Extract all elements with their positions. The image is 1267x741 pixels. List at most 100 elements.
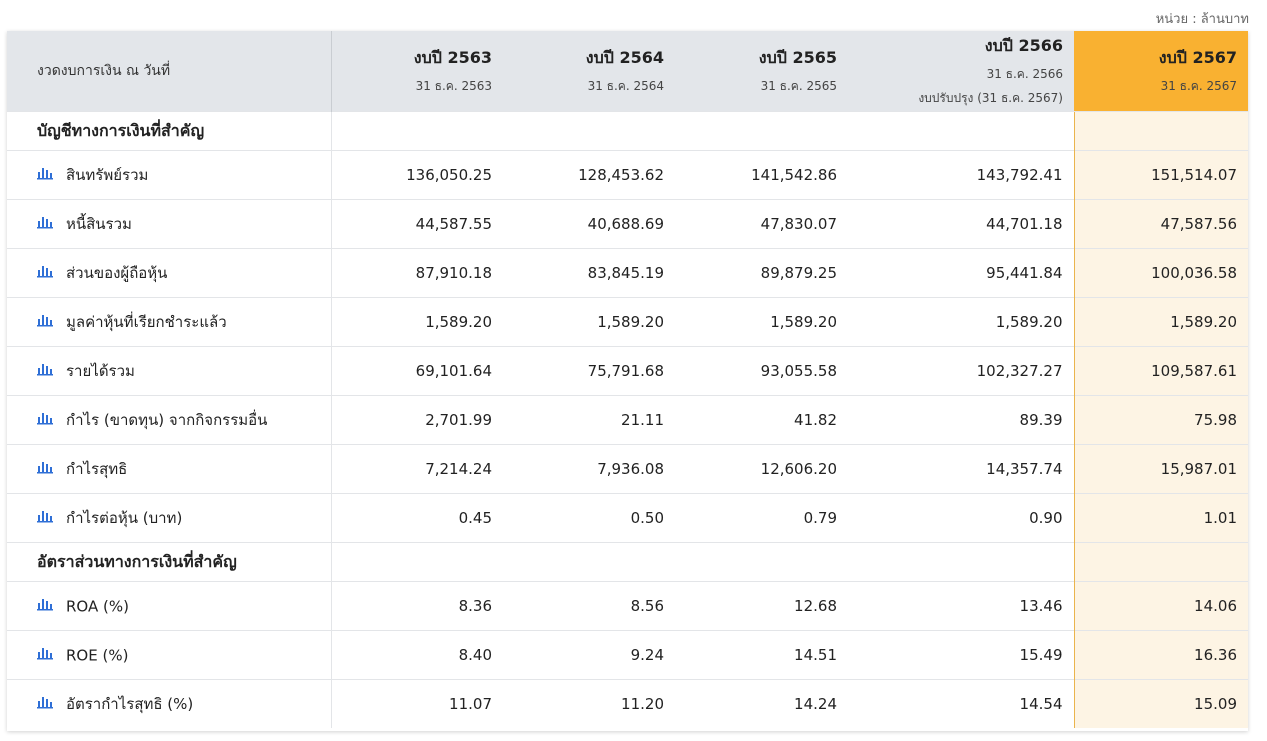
- bar-chart-icon[interactable]: [37, 166, 54, 184]
- table-row: กำไรต่อหุ้น (บาท) 0.45 0.50 0.79 0.90 1.01: [7, 493, 1248, 543]
- table-header-row: งวดงบการเงิน ณ วันที่ งบปี 2563 31 ธ.ค. …: [7, 31, 1248, 112]
- value-cell: 75.98: [1073, 395, 1248, 445]
- bar-chart-icon[interactable]: [37, 215, 54, 233]
- value-cell: 7,214.24: [331, 444, 503, 494]
- row-label-cell: กำไร (ขาดทุน) จากกิจกรรมอื่น: [7, 395, 332, 445]
- bar-chart-icon[interactable]: [37, 695, 54, 713]
- section-spacer-cell: [1073, 542, 1248, 582]
- row-label: รายได้รวม: [66, 362, 135, 380]
- value-cell: 13.46: [848, 581, 1074, 631]
- row-label-cell: กำไรสุทธิ: [7, 444, 332, 494]
- value-cell: 11.07: [331, 679, 503, 728]
- row-label-cell: หนี้สินรวม: [7, 199, 332, 249]
- value-cell: 40,688.69: [503, 199, 675, 249]
- row-label-cell: ROA (%): [7, 581, 332, 631]
- restated-note: งบปรับปรุง (31 ธ.ค. 2567): [918, 91, 1063, 105]
- value-cell: 89.39: [848, 395, 1074, 445]
- row-label: สินทรัพย์รวม: [66, 166, 149, 184]
- value-cell: 2,701.99: [331, 395, 503, 445]
- row-label-cell: รายได้รวม: [7, 346, 332, 396]
- bar-chart-icon[interactable]: [37, 509, 54, 527]
- bar-chart-icon[interactable]: [37, 646, 54, 664]
- value-cell: 102,327.27: [848, 346, 1074, 396]
- table-row: มูลค่าหุ้นที่เรียกชำระแล้ว 1,589.20 1,589.…: [7, 297, 1248, 347]
- bar-chart-icon[interactable]: [37, 313, 54, 331]
- row-label: กำไรต่อหุ้น (บาท): [66, 509, 183, 527]
- table-row: ROA (%) 8.36 8.56 12.68 13.46 14.06: [7, 581, 1248, 631]
- year-title: งบปี 2563: [413, 48, 492, 67]
- value-cell: 87,910.18: [331, 248, 503, 298]
- value-cell: 83,845.19: [503, 248, 675, 298]
- value-cell: 44,701.18: [848, 199, 1074, 249]
- row-label-cell: อัตรากำไรสุทธิ (%): [7, 679, 332, 728]
- row-label: กำไร (ขาดทุน) จากกิจกรรมอื่น: [66, 411, 268, 429]
- value-cell: 11.20: [503, 679, 675, 728]
- section-spacer-cell: [331, 542, 503, 582]
- value-cell: 9.24: [503, 630, 675, 680]
- section-header-row: อัตราส่วนทางการเงินที่สำคัญ: [7, 542, 1248, 582]
- value-cell: 93,055.58: [675, 346, 848, 396]
- year-date: 31 ธ.ค. 2565: [760, 79, 837, 93]
- year-2565-header: งบปี 2565 31 ธ.ค. 2565: [675, 31, 848, 112]
- table-row: หนี้สินรวม 44,587.55 40,688.69 47,830.07 44,…: [7, 199, 1248, 249]
- row-label: ส่วนของผู้ถือหุ้น: [66, 264, 168, 282]
- section-title: บัญชีทางการเงินที่สำคัญ: [7, 111, 332, 151]
- value-cell: 109,587.61: [1073, 346, 1248, 396]
- value-cell: 69,101.64: [331, 346, 503, 396]
- value-cell: 128,453.62: [503, 150, 675, 200]
- bar-chart-icon[interactable]: [37, 411, 54, 429]
- section-spacer-cell: [503, 542, 675, 582]
- section-header-row: บัญชีทางการเงินที่สำคัญ: [7, 111, 1248, 151]
- year-date: 31 ธ.ค. 2566: [986, 67, 1063, 81]
- bar-chart-icon[interactable]: [37, 264, 54, 282]
- value-cell: 15.49: [848, 630, 1074, 680]
- year-title: งบปี 2564: [585, 48, 664, 67]
- value-cell: 8.56: [503, 581, 675, 631]
- row-label: ROA (%): [66, 597, 129, 616]
- year-date: 31 ธ.ค. 2563: [415, 79, 492, 93]
- row-label-cell: ROE (%): [7, 630, 332, 680]
- value-cell: 14,357.74: [848, 444, 1074, 494]
- value-cell: 0.50: [503, 493, 675, 543]
- section-spacer-cell: [848, 111, 1074, 151]
- row-label: มูลค่าหุ้นที่เรียกชำระแล้ว: [66, 313, 227, 331]
- financial-table-card: งวดงบการเงิน ณ วันที่ งบปี 2563 31 ธ.ค. …: [7, 31, 1248, 731]
- value-cell: 0.79: [675, 493, 848, 543]
- section-spacer-cell: [331, 111, 503, 151]
- value-cell: 14.24: [675, 679, 848, 728]
- value-cell: 21.11: [503, 395, 675, 445]
- bar-chart-icon[interactable]: [37, 597, 54, 615]
- year-title: งบปี 2565: [758, 48, 837, 67]
- financial-table: งวดงบการเงิน ณ วันที่ งบปี 2563 31 ธ.ค. …: [7, 31, 1248, 728]
- value-cell: 0.90: [848, 493, 1074, 543]
- row-label: หนี้สินรวม: [66, 215, 132, 233]
- year-2566-header: งบปี 2566 31 ธ.ค. 2566 งบปรับปรุง (31 ธ.…: [848, 31, 1074, 112]
- section-title: อัตราส่วนทางการเงินที่สำคัญ: [7, 542, 332, 582]
- value-cell: 0.45: [331, 493, 503, 543]
- table-row: กำไรสุทธิ 7,214.24 7,936.08 12,606.20 14,357…: [7, 444, 1248, 494]
- row-label-cell: ส่วนของผู้ถือหุ้น: [7, 248, 332, 298]
- value-cell: 47,587.56: [1073, 199, 1248, 249]
- value-cell: 12,606.20: [675, 444, 848, 494]
- bar-chart-icon[interactable]: [37, 460, 54, 478]
- value-cell: 14.51: [675, 630, 848, 680]
- year-title: งบปี 2567: [1158, 48, 1237, 67]
- year-date: 31 ธ.ค. 2567: [1160, 79, 1237, 93]
- bar-chart-icon[interactable]: [37, 362, 54, 380]
- table-row: อัตรากำไรสุทธิ (%) 11.07 11.20 14.24 14.54 15…: [7, 679, 1248, 728]
- row-label-cell: มูลค่าหุ้นที่เรียกชำระแล้ว: [7, 297, 332, 347]
- value-cell: 1,589.20: [848, 297, 1074, 347]
- value-cell: 143,792.41: [848, 150, 1074, 200]
- year-2567-header: งบปี 2567 31 ธ.ค. 2567: [1074, 31, 1248, 112]
- year-2563-header: งบปี 2563 31 ธ.ค. 2563: [331, 31, 503, 112]
- value-cell: 141,542.86: [675, 150, 848, 200]
- value-cell: 12.68: [675, 581, 848, 631]
- period-column-header: งวดงบการเงิน ณ วันที่: [7, 31, 332, 112]
- value-cell: 1,589.20: [503, 297, 675, 347]
- value-cell: 41.82: [675, 395, 848, 445]
- value-cell: 136,050.25: [331, 150, 503, 200]
- year-date: 31 ธ.ค. 2564: [587, 79, 664, 93]
- value-cell: 1,589.20: [1073, 297, 1248, 347]
- row-label: กำไรสุทธิ: [66, 460, 128, 478]
- year-2564-header: งบปี 2564 31 ธ.ค. 2564: [503, 31, 675, 112]
